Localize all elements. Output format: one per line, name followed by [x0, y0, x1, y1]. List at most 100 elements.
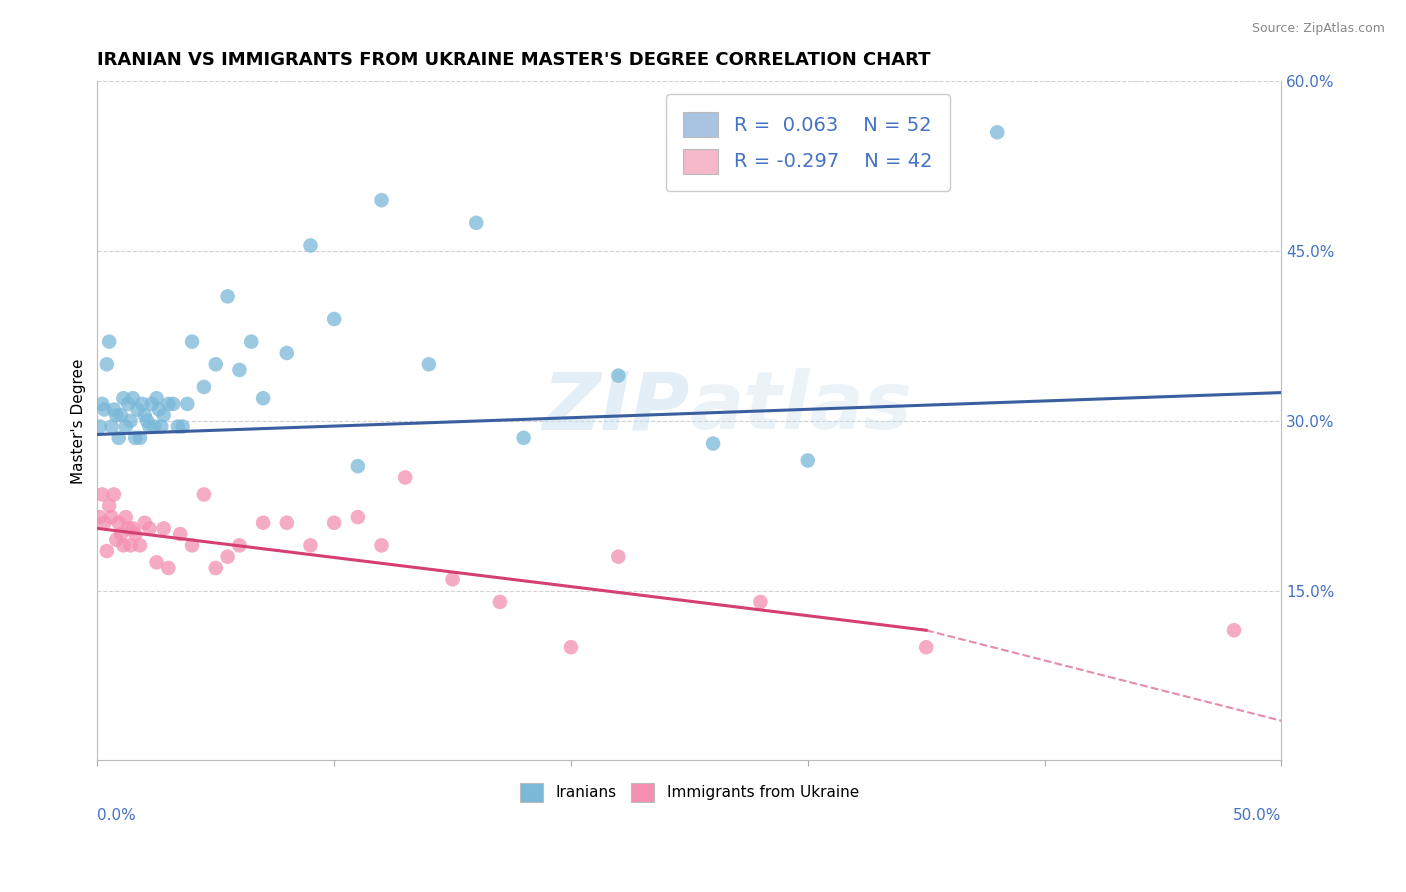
- Point: [299, 538, 322, 552]
- Point: [157, 397, 180, 411]
- Point: [143, 419, 166, 434]
- Point: [152, 521, 174, 535]
- Legend: Iranians, Immigrants from Ukraine: Iranians, Immigrants from Ukraine: [508, 771, 872, 814]
- Text: atlas: atlas: [689, 368, 912, 446]
- Point: [131, 397, 153, 411]
- Point: [193, 380, 215, 394]
- Point: [105, 533, 128, 547]
- Point: [512, 431, 534, 445]
- Point: [112, 538, 135, 552]
- Point: [110, 527, 132, 541]
- Text: ZIP: ZIP: [541, 368, 689, 446]
- Point: [193, 487, 215, 501]
- Point: [347, 459, 370, 474]
- Point: [157, 561, 180, 575]
- Text: IRANIAN VS IMMIGRANTS FROM UKRAINE MASTER'S DEGREE CORRELATION CHART: IRANIAN VS IMMIGRANTS FROM UKRAINE MASTE…: [97, 51, 931, 69]
- Point: [98, 334, 121, 349]
- Point: [110, 408, 132, 422]
- Point: [240, 334, 263, 349]
- Y-axis label: Master's Degree: Master's Degree: [72, 358, 86, 483]
- Point: [114, 419, 136, 434]
- Point: [138, 521, 160, 535]
- Point: [441, 572, 464, 586]
- Point: [370, 538, 392, 552]
- Point: [152, 408, 174, 422]
- Point: [204, 357, 226, 371]
- Point: [103, 402, 125, 417]
- Point: [252, 516, 274, 530]
- Point: [749, 595, 772, 609]
- Point: [418, 357, 440, 371]
- Point: [228, 538, 250, 552]
- Point: [228, 363, 250, 377]
- Point: [607, 368, 630, 383]
- Point: [98, 499, 121, 513]
- Point: [134, 408, 156, 422]
- Point: [114, 510, 136, 524]
- Point: [217, 289, 239, 303]
- Point: [217, 549, 239, 564]
- Point: [93, 402, 115, 417]
- Point: [117, 397, 139, 411]
- Point: [172, 419, 194, 434]
- Point: [181, 538, 204, 552]
- Point: [107, 431, 129, 445]
- Point: [129, 538, 152, 552]
- Point: [150, 419, 173, 434]
- Point: [252, 391, 274, 405]
- Point: [347, 510, 370, 524]
- Point: [112, 391, 135, 405]
- Point: [107, 516, 129, 530]
- Text: 0.0%: 0.0%: [97, 808, 136, 823]
- Point: [136, 414, 159, 428]
- Point: [181, 334, 204, 349]
- Point: [560, 640, 582, 655]
- Point: [370, 193, 392, 207]
- Point: [100, 419, 122, 434]
- Point: [91, 487, 114, 501]
- Point: [89, 510, 111, 524]
- Point: [89, 419, 111, 434]
- Point: [276, 346, 298, 360]
- Point: [299, 238, 322, 252]
- Point: [204, 561, 226, 575]
- Point: [134, 516, 156, 530]
- Point: [122, 391, 145, 405]
- Point: [276, 516, 298, 530]
- Point: [105, 408, 128, 422]
- Point: [465, 216, 488, 230]
- Point: [323, 312, 346, 326]
- Text: Source: ZipAtlas.com: Source: ZipAtlas.com: [1251, 22, 1385, 36]
- Point: [1223, 624, 1246, 638]
- Point: [103, 487, 125, 501]
- Point: [797, 453, 820, 467]
- Point: [986, 125, 1008, 139]
- Point: [120, 414, 142, 428]
- Point: [96, 544, 118, 558]
- Point: [129, 431, 152, 445]
- Point: [148, 402, 170, 417]
- Point: [141, 397, 163, 411]
- Point: [93, 516, 115, 530]
- Point: [607, 549, 630, 564]
- Point: [91, 397, 114, 411]
- Point: [145, 391, 167, 405]
- Point: [167, 419, 190, 434]
- Text: 50.0%: 50.0%: [1233, 808, 1281, 823]
- Point: [702, 436, 724, 450]
- Point: [169, 527, 191, 541]
- Point: [138, 419, 160, 434]
- Point: [394, 470, 416, 484]
- Point: [122, 521, 145, 535]
- Point: [100, 510, 122, 524]
- Point: [117, 521, 139, 535]
- Point: [145, 555, 167, 569]
- Point: [96, 357, 118, 371]
- Point: [124, 431, 146, 445]
- Point: [915, 640, 938, 655]
- Point: [176, 397, 198, 411]
- Point: [323, 516, 346, 530]
- Point: [489, 595, 512, 609]
- Point: [162, 397, 184, 411]
- Point: [120, 538, 142, 552]
